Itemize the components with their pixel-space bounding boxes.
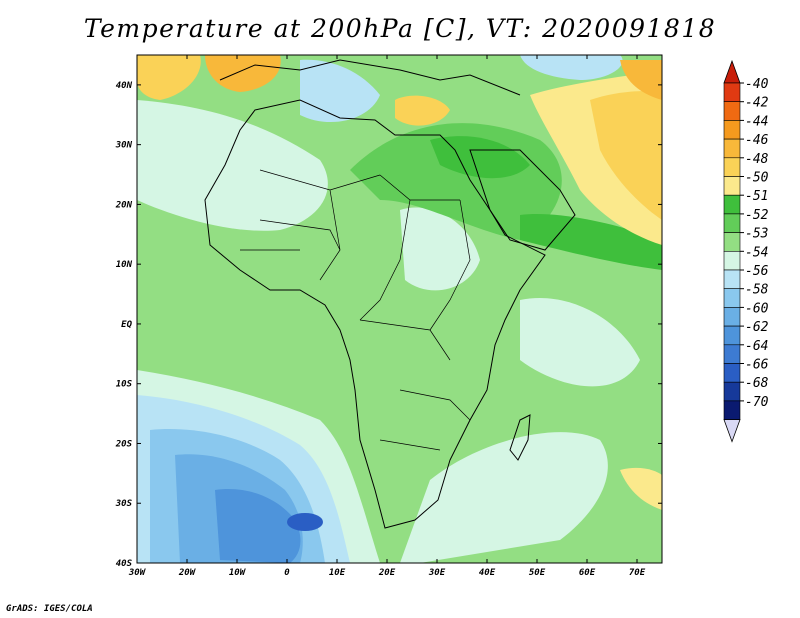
colorbar-label: -52 bbox=[745, 208, 769, 223]
field-green-arabian bbox=[520, 214, 662, 270]
colorbar-label: -70 bbox=[745, 395, 769, 410]
lon-tick-label: 40E bbox=[479, 568, 496, 578]
lon-tick-label: 0 bbox=[284, 568, 290, 578]
field-warm-nw bbox=[137, 55, 201, 100]
colorbar-label: -42 bbox=[745, 96, 769, 111]
colorbar: -40 -42 -44 -46 -48 -50 -51 -52 -53 -54 -56 -58 -60 -… bbox=[723, 59, 769, 443]
field-cold-core bbox=[287, 513, 323, 531]
chart-title: Temperature at 200hPa [C], VT: 202009181… bbox=[83, 14, 717, 43]
colorbar-swatch bbox=[723, 194, 741, 215]
colorbar-swatch bbox=[723, 82, 741, 103]
lon-tick-label: 20E bbox=[378, 568, 396, 578]
lat-tick-label: 40S bbox=[116, 559, 133, 569]
coastlines bbox=[204, 59, 576, 529]
colorbar-swatch bbox=[723, 138, 741, 159]
africa-coastline bbox=[204, 99, 546, 529]
field-warm-ne bbox=[620, 60, 662, 100]
lon-tick-label: 50E bbox=[529, 568, 546, 578]
lon-tick-label: 10W bbox=[229, 568, 247, 578]
lon-tick-label: 30W bbox=[128, 568, 147, 578]
colorbar-label: -66 bbox=[745, 358, 769, 373]
colorbar-arrow-bottom bbox=[723, 419, 741, 443]
internal-borders bbox=[240, 169, 471, 451]
lon-tick-label: 20W bbox=[178, 568, 197, 578]
lon-tick-label: 30E bbox=[428, 568, 446, 578]
colorbar-label: -64 bbox=[745, 339, 768, 354]
field-warm-med bbox=[395, 95, 450, 126]
lat-tick-label: 10S bbox=[116, 380, 133, 390]
colorbar-label: -48 bbox=[745, 152, 769, 167]
colorbar-swatch bbox=[723, 381, 741, 402]
latitude-axis: 40N 30N 20N 10N EQ 10S 20S 30S 40S bbox=[115, 81, 662, 569]
colorbar-swatch bbox=[723, 288, 741, 308]
colorbar-label: -62 bbox=[745, 320, 769, 335]
field-pale-io bbox=[520, 298, 640, 387]
arabia-outline bbox=[469, 149, 576, 251]
colorbar-swatch bbox=[723, 269, 741, 290]
colorbar-swatch bbox=[723, 344, 741, 364]
lon-tick-label: 60E bbox=[579, 568, 596, 578]
colorbar-label: -53 bbox=[745, 227, 768, 242]
field-warm-asia-2 bbox=[590, 90, 662, 220]
field-warm-se bbox=[620, 467, 662, 510]
lat-tick-label: 20S bbox=[115, 439, 133, 449]
lat-tick-label: 20N bbox=[115, 200, 133, 210]
field-cold-5 bbox=[215, 489, 301, 563]
colorbar-swatch bbox=[723, 213, 741, 233]
colorbar-label: -46 bbox=[745, 133, 769, 148]
europe-outline bbox=[219, 59, 521, 96]
colorbar-swatch bbox=[723, 307, 741, 327]
colorbar-swatch bbox=[723, 363, 741, 383]
field-blue-med bbox=[300, 59, 380, 123]
colorbar-label: -44 bbox=[745, 114, 768, 129]
lat-tick-label: 30N bbox=[115, 141, 133, 151]
madagascar-outline bbox=[509, 414, 531, 461]
colorbar-label: -58 bbox=[745, 283, 769, 298]
colorbar-label: -50 bbox=[745, 171, 769, 186]
colorbar-swatch bbox=[723, 157, 741, 177]
lon-tick-label: 10E bbox=[329, 568, 346, 578]
longitude-axis: 30W 20W 10W 0 10E 20E 30E 40E 50E 60E 70E bbox=[128, 55, 646, 578]
colorbar-label: -60 bbox=[745, 301, 769, 316]
colorbar-label: -68 bbox=[745, 376, 769, 391]
field-pale-nw bbox=[137, 100, 328, 231]
colorbar-swatch bbox=[723, 232, 741, 252]
lat-tick-label: 10N bbox=[116, 260, 133, 270]
colorbar-swatch bbox=[723, 101, 741, 121]
field-pale-se bbox=[400, 432, 608, 563]
colorbar-swatch bbox=[723, 120, 741, 140]
lon-tick-label: 70E bbox=[629, 568, 646, 578]
field-warm-iberia bbox=[205, 55, 281, 92]
colorbar-label: -56 bbox=[745, 264, 769, 279]
lat-tick-label: 40N bbox=[116, 81, 133, 91]
field-blue-ne bbox=[520, 55, 623, 80]
colorbar-label: -51 bbox=[745, 189, 768, 204]
colorbar-label: -54 bbox=[745, 245, 768, 260]
colorbar-swatch bbox=[723, 251, 741, 271]
temperature-field bbox=[137, 55, 662, 563]
field-pale-central bbox=[400, 207, 480, 291]
colorbar-swatch bbox=[723, 400, 741, 420]
field-green-core bbox=[430, 136, 530, 179]
colorbar-arrow-top bbox=[723, 59, 741, 84]
colorbar-swatch bbox=[723, 325, 741, 346]
lat-tick-label: 30S bbox=[115, 499, 133, 509]
lat-tick-label: EQ bbox=[121, 320, 132, 330]
colorbar-label: -40 bbox=[745, 77, 769, 92]
map-frame bbox=[136, 54, 663, 564]
colorbar-swatch bbox=[723, 176, 741, 196]
grads-credit: GrADS: IGES/COLA bbox=[6, 604, 93, 614]
